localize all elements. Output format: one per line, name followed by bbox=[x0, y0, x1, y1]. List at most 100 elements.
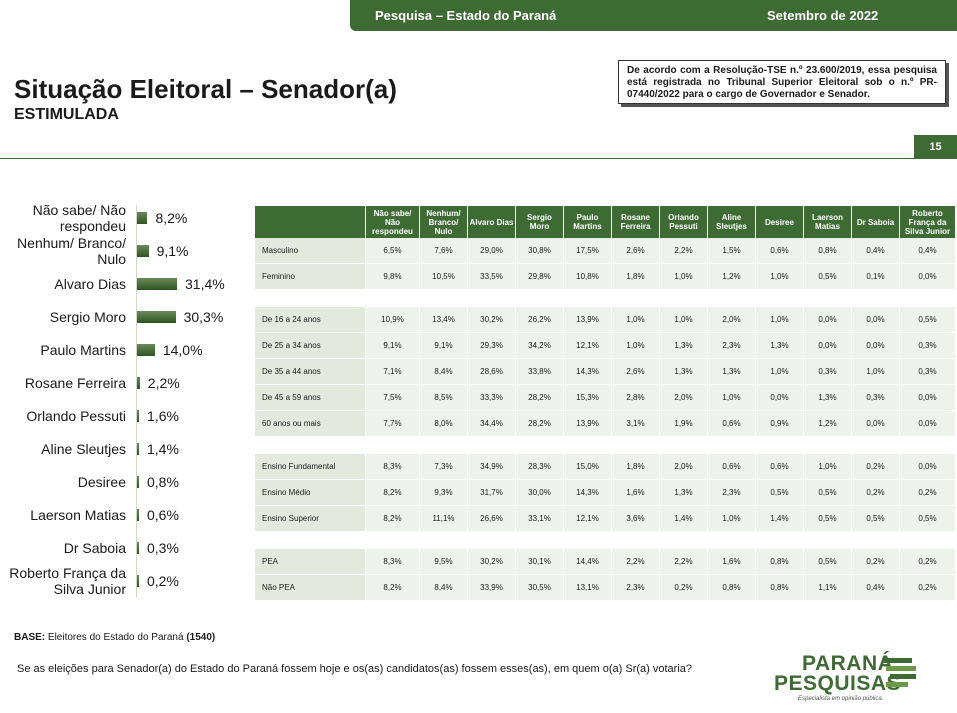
bar bbox=[137, 542, 139, 554]
logo-line2: PESQUISAS bbox=[774, 672, 902, 695]
table-row: Feminino 9,8% 10,5% 33,5% 29,8% 10,8% 1,8% 1,0%… bbox=[255, 263, 956, 290]
table-cell: 11,1% bbox=[419, 505, 468, 532]
table-cell: 0,2% bbox=[899, 574, 956, 601]
table-cell: 0,5% bbox=[803, 263, 852, 290]
parana-pesquisas-logo: PARANÁ PESQUISAS Especialista em opinião… bbox=[774, 652, 924, 708]
table-cell: 1,3% bbox=[659, 332, 708, 359]
table-cell: 7,6% bbox=[419, 238, 468, 264]
table-cell: 0,2% bbox=[851, 548, 900, 575]
table-cell: 1,0% bbox=[851, 358, 900, 385]
table-cell: 0,9% bbox=[755, 410, 804, 437]
table-cell: 8,2% bbox=[365, 574, 420, 601]
table-row: Não PEA 8,2% 8,4% 33,9% 30,5% 13,1% 2,3% 0,2% 0,… bbox=[255, 574, 956, 601]
table-cell: 3,6% bbox=[611, 505, 660, 532]
bar-label: Paulo Martins bbox=[40, 342, 126, 358]
table-cell: 30,0% bbox=[515, 479, 564, 506]
table-cell: 33,1% bbox=[515, 505, 564, 532]
table-cell: 1,2% bbox=[803, 410, 852, 437]
table-cell: 34,4% bbox=[467, 410, 516, 437]
table-corner bbox=[255, 206, 366, 238]
table-cell: 0,5% bbox=[851, 505, 900, 532]
table-row: Ensino Superior 8,2% 11,1% 26,6% 33,1% 12,1% 3… bbox=[255, 505, 956, 532]
table-cell: 1,4% bbox=[659, 505, 708, 532]
table-cell: 29,3% bbox=[467, 332, 516, 359]
bar-label: Não sabe/ Não respondeu bbox=[32, 202, 126, 234]
table-cell: 6,5% bbox=[365, 238, 420, 264]
column-header: Rosane Ferreira bbox=[611, 206, 660, 238]
table-cell: 0,0% bbox=[899, 384, 956, 411]
survey-question: Se as eleições para Senador(a) do Estado… bbox=[17, 663, 692, 675]
bar-label: Rosane Ferreira bbox=[24, 375, 126, 391]
table-cell: 30,5% bbox=[515, 574, 564, 601]
bar-value-label: 0,2% bbox=[147, 573, 179, 589]
bar-label: Dr Saboia bbox=[63, 540, 126, 556]
table-cell: 0,0% bbox=[899, 263, 956, 290]
bar-value-label: 1,4% bbox=[147, 441, 179, 457]
divider bbox=[0, 158, 914, 159]
table-cell: 8,5% bbox=[419, 384, 468, 411]
row-label: Ensino Superior bbox=[255, 505, 366, 532]
table-cell: 28,2% bbox=[515, 384, 564, 411]
column-header: Paulo Martins bbox=[563, 206, 612, 238]
table-cell: 2,0% bbox=[707, 306, 756, 333]
bar-value-label: 2,2% bbox=[147, 375, 180, 391]
header-date: Setembro de 2022 bbox=[767, 8, 879, 23]
table-cell: 7,1% bbox=[365, 358, 420, 385]
table-cell: 0,2% bbox=[659, 574, 708, 601]
base-note: BASE: Eleitores do Estado do Paraná (154… bbox=[14, 632, 215, 643]
table-cell: 30,2% bbox=[467, 306, 516, 333]
bar-label: Laerson Matias bbox=[30, 507, 126, 523]
table-cell: 8,2% bbox=[365, 479, 420, 506]
table-cell: 8,4% bbox=[419, 574, 468, 601]
spacer-cell bbox=[255, 531, 956, 549]
header-bar: Pesquisa – Estado do Paraná Setembro de … bbox=[350, 0, 957, 31]
table-cell: 7,3% bbox=[419, 453, 468, 480]
table-cell: 0,0% bbox=[899, 410, 956, 437]
table-cell: 1,2% bbox=[707, 263, 756, 290]
table-cell: 0,4% bbox=[851, 574, 900, 601]
table-cell: 29,8% bbox=[515, 263, 564, 290]
table-cell: 0,8% bbox=[707, 574, 756, 601]
table-cell: 0,5% bbox=[899, 505, 956, 532]
base-prefix: BASE: bbox=[14, 632, 46, 643]
registration-notice: De acordo com a Resolução-TSE n.º 23.600… bbox=[618, 60, 946, 104]
bar bbox=[137, 278, 177, 290]
bar-value-label: 1,6% bbox=[147, 408, 179, 424]
spacer-cell bbox=[255, 436, 956, 454]
table-cell: 0,5% bbox=[755, 479, 804, 506]
table-cell: 12,1% bbox=[563, 505, 612, 532]
bar-axis bbox=[136, 205, 137, 597]
table-cell: 2,8% bbox=[611, 384, 660, 411]
table-cell: 28,6% bbox=[467, 358, 516, 385]
table-cell: 0,6% bbox=[755, 453, 804, 480]
table-cell: 0,2% bbox=[899, 479, 956, 506]
table-cell: 1,5% bbox=[707, 238, 756, 264]
table-cell: 0,5% bbox=[899, 306, 956, 333]
table-row: Ensino Médio 8,2% 9,3% 31,7% 30,0% 14,3% 1,6% 1… bbox=[255, 479, 956, 506]
bar-value-label: 0,8% bbox=[147, 474, 179, 490]
row-label: PEA bbox=[255, 548, 366, 575]
table-cell: 0,3% bbox=[899, 332, 956, 359]
bar-value-label: 14,0% bbox=[162, 342, 203, 358]
table-row: PEA 8,3% 9,5% 30,2% 30,1% 14,4% 2,2% 2,2% 1,6% 0,… bbox=[255, 548, 956, 575]
table-cell: 1,8% bbox=[611, 453, 660, 480]
table-cell: 0,0% bbox=[899, 453, 956, 480]
table-cell: 2,2% bbox=[659, 548, 708, 575]
table-cell: 0,6% bbox=[755, 238, 804, 264]
table-cell: 28,2% bbox=[515, 410, 564, 437]
table-cell: 9,5% bbox=[419, 548, 468, 575]
row-label: De 16 a 24 anos bbox=[255, 306, 366, 333]
bar-label: Desiree bbox=[77, 474, 126, 490]
table-row: 60 anos ou mais 7,7% 8,0% 34,4% 28,2% 13,9% 3,… bbox=[255, 410, 956, 437]
bar-value-label: 30,3% bbox=[183, 309, 224, 325]
table-row: Ensino Fundamental 8,3% 7,3% 34,9% 28,3% 15,0… bbox=[255, 453, 956, 480]
base-count: (1540) bbox=[186, 632, 216, 643]
table-cell: 0,6% bbox=[707, 453, 756, 480]
table-cell: 10,5% bbox=[419, 263, 468, 290]
table-cell: 0,2% bbox=[851, 479, 900, 506]
table-cell: 30,2% bbox=[467, 548, 516, 575]
bar bbox=[137, 245, 149, 257]
table-cell: 0,6% bbox=[707, 410, 756, 437]
bar bbox=[137, 377, 140, 389]
table-cell: 9,3% bbox=[419, 479, 468, 506]
